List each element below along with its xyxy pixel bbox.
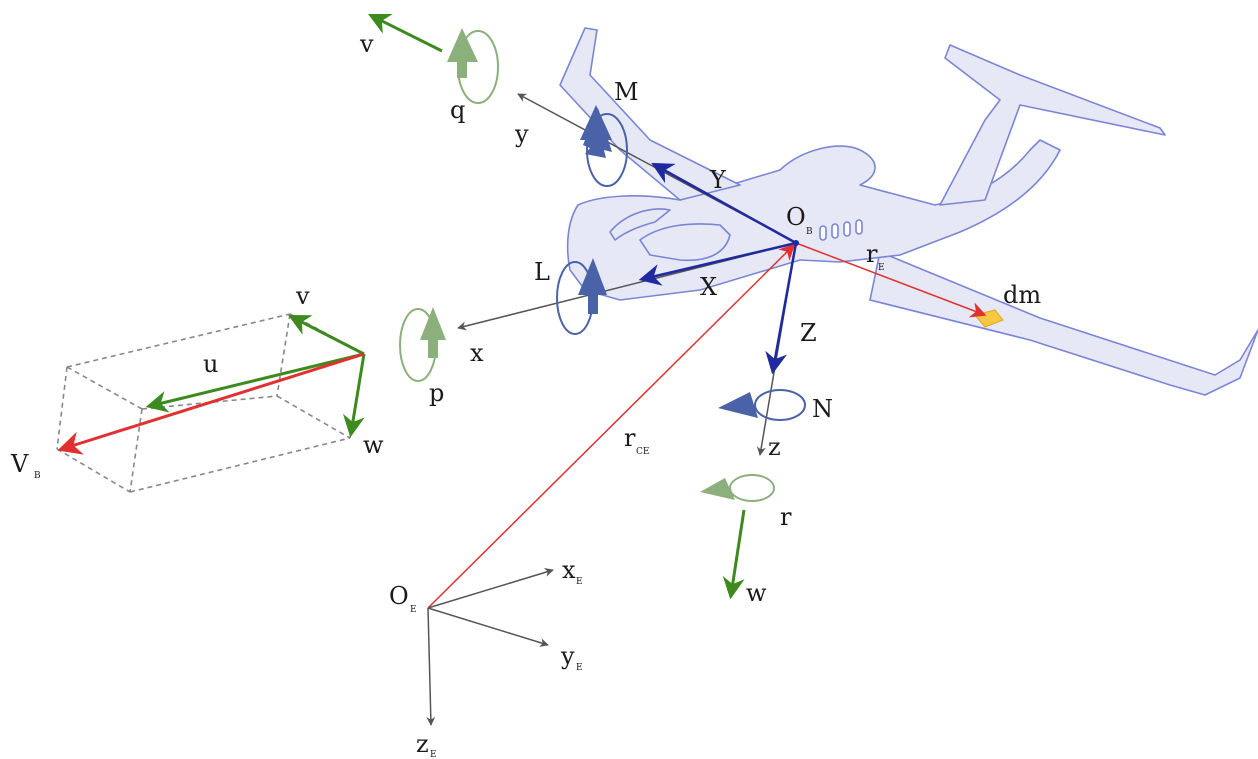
vertical-tail [939, 44, 1166, 206]
label-V-B-sub: B [34, 471, 41, 481]
label-V-B: V [10, 450, 29, 478]
label-dm: dm [1003, 281, 1041, 309]
right-wing [869, 251, 1258, 396]
label-y-E-sub: E [576, 663, 583, 673]
label-Z: Z [800, 319, 817, 347]
aircraft-silhouette-icon [559, 27, 1258, 396]
X-force-arrow [638, 241, 797, 286]
Z-force-arrow [765, 242, 798, 375]
rCE-position-arrow [427, 243, 796, 609]
zE-earth-axis [426, 607, 436, 726]
w-velocity-arrow-box [343, 353, 366, 438]
rE-position-arrow [795, 242, 987, 318]
label-L: L [534, 258, 550, 286]
label-q: q [450, 96, 465, 124]
L-moment-icon [556, 258, 607, 335]
label-y-E: y [560, 642, 575, 670]
N-moment-icon [718, 389, 806, 421]
label-z-E: z [416, 730, 429, 758]
label-N: N [812, 395, 833, 423]
label-M: M [614, 78, 639, 106]
p-rate-icon [399, 307, 446, 382]
label-w-lower: w [746, 579, 767, 607]
v-velocity-arrow-top [368, 14, 443, 53]
Y-force-arrow [651, 162, 797, 245]
label-box-w: w [363, 431, 384, 459]
label-z-E-sub: E [430, 750, 437, 759]
body-origin-dot [793, 240, 799, 246]
label-O-B-sub: B [806, 227, 813, 237]
label-x-E-sub: E [576, 577, 583, 587]
cockpit-window-2 [609, 208, 671, 241]
cabin-windows [819, 219, 863, 241]
label-O-E: O [389, 582, 409, 610]
q-rate-icon [447, 28, 499, 104]
label-r-E-sub: E [878, 263, 885, 273]
u-velocity-arrow [145, 352, 365, 413]
label-r-E: r [866, 240, 878, 268]
xE-earth-axis [427, 568, 554, 609]
cockpit-window [639, 223, 731, 262]
label-p: p [429, 379, 444, 407]
label-Y: Y [709, 166, 727, 194]
label-z: z [768, 433, 781, 461]
w-velocity-arrow-lower [722, 509, 746, 600]
r-rate-icon [700, 474, 775, 502]
label-x-E: x [562, 556, 576, 584]
label-box-v: v [295, 282, 310, 310]
yE-earth-axis [427, 607, 549, 647]
label-r-CE-sub: CE [636, 447, 649, 457]
label-v-top: v [359, 30, 374, 58]
M-moment-icon [580, 105, 628, 187]
label-X: X [700, 273, 717, 301]
label-y: y [514, 120, 529, 148]
label-O-B: O [786, 203, 806, 231]
label-r-rate: r [780, 503, 792, 531]
v-velocity-arrow-box [288, 314, 365, 356]
label-r-CE: r [624, 424, 636, 452]
label-x: x [470, 339, 484, 367]
label-O-E-sub: E [410, 605, 417, 615]
vb-velocity-arrow [57, 352, 365, 455]
label-box-u: u [203, 350, 218, 378]
